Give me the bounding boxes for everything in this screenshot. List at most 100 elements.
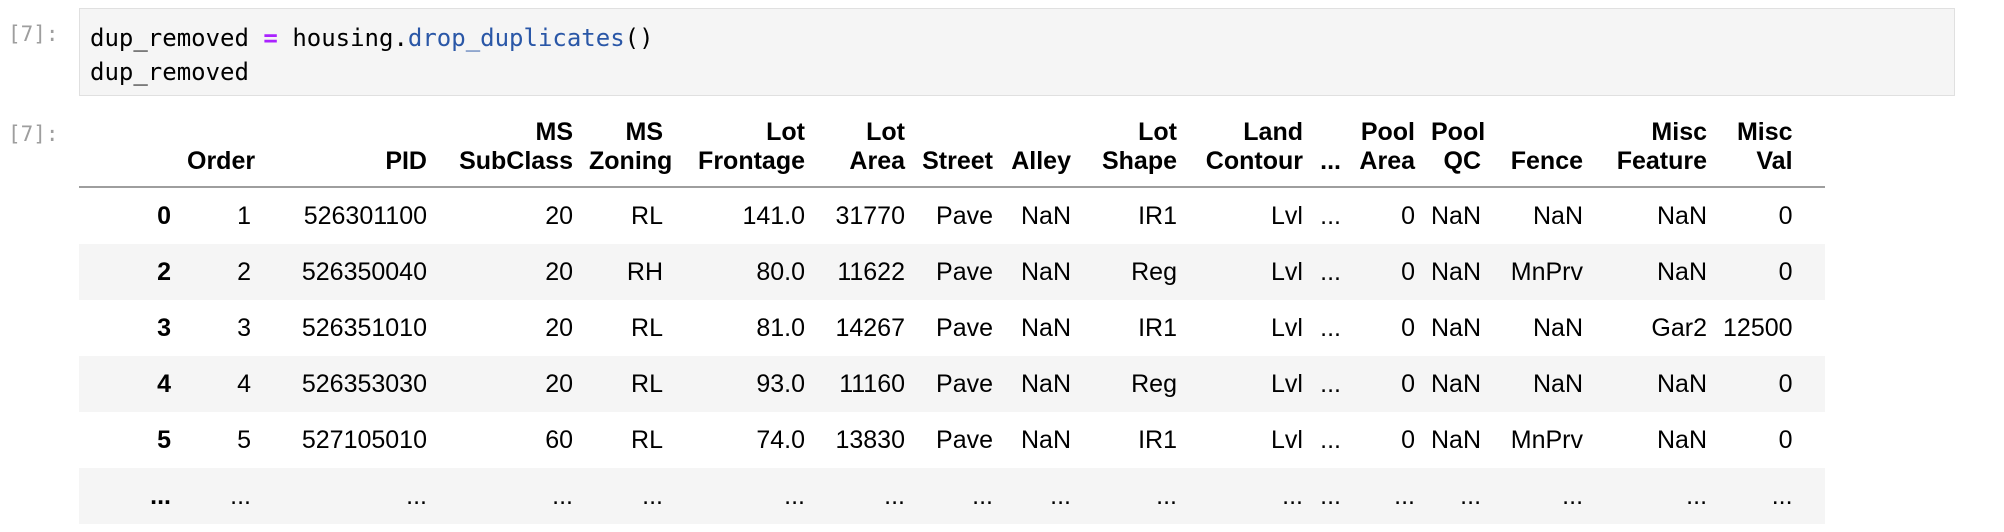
table-cell: 141.0 — [742, 201, 805, 230]
table-cell: NaN — [1423, 244, 1490, 300]
table-cell: 11160 — [813, 356, 913, 412]
table-cell: 1 — [237, 201, 251, 230]
column-header: Misc Val — [1715, 112, 1801, 188]
table-cell: 93.0 — [671, 356, 813, 412]
column-header: Pool QC — [1423, 112, 1490, 188]
column-header-line2: ... — [1320, 147, 1341, 175]
table-cell: ... — [671, 468, 813, 524]
table-cell: 526350040 — [259, 244, 435, 300]
code-editor[interactable]: dup_removed = housing.drop_duplicates() … — [90, 21, 654, 89]
clipped-column-header — [1800, 112, 1825, 188]
column-header-line1 — [1009, 118, 1071, 147]
output-prompt: [7]: — [8, 122, 59, 146]
table-cell: NaN — [1489, 356, 1592, 412]
table-cell: 0 — [1715, 244, 1801, 300]
column-header-line1: Misc — [1736, 118, 1793, 146]
clipped-cell — [1800, 244, 1825, 300]
table-cell: ... — [1320, 201, 1341, 230]
column-header: MS SubClass — [435, 112, 581, 188]
code-cell-input[interactable]: dup_removed = housing.drop_duplicates() … — [79, 8, 1955, 96]
table-cell: Lvl — [1271, 425, 1303, 454]
row-index: 4 — [79, 356, 179, 412]
table-cell: NaN — [1431, 201, 1482, 230]
column-header-line2: Order — [187, 147, 256, 175]
table-cell: RH — [581, 244, 671, 300]
table-cell: 80.0 — [671, 244, 813, 300]
table-cell: 20 — [435, 244, 581, 300]
clipped-cell — [1801, 187, 1825, 244]
column-header: PID — [259, 112, 435, 188]
column-header: MS Zoning — [581, 112, 672, 188]
column-header: Land Contour — [1185, 112, 1311, 188]
column-header-line1: Lot — [866, 118, 905, 146]
column-header-line2: Area — [1359, 147, 1415, 175]
table-cell: NaN — [1657, 201, 1708, 230]
table-cell: Pave — [913, 356, 1001, 412]
table-cell: NaN — [1423, 356, 1490, 412]
table-cell: RL — [631, 313, 663, 342]
table-cell: IR1 — [1138, 201, 1177, 230]
column-header-line2: Val — [1756, 147, 1793, 175]
table-row: 0 1 526301100 20 RL 141.0 31770 Pave NaN IR1 Lvl..… — [79, 187, 1825, 244]
code-variable: dup_removed — [90, 24, 249, 52]
table-cell: ... — [1489, 468, 1592, 524]
column-header-line2: Fence — [1510, 147, 1584, 175]
table-cell: ... — [259, 468, 435, 524]
table-cell: ... — [179, 468, 259, 524]
table-cell: ... — [1423, 468, 1490, 524]
column-header-line1 — [187, 118, 251, 147]
header-row: Order PID MS SubClass MS Zoning Lot Frontage Lo… — [79, 112, 1825, 188]
table-cell: MnPrv — [1489, 244, 1592, 300]
column-header-line1: Lot — [1138, 118, 1177, 146]
column-header: Fence — [1489, 112, 1592, 188]
table-cell: 20 — [545, 201, 573, 230]
column-header-line2: Alley — [1011, 147, 1071, 175]
table-row: 2 2 526350040 20 RH 80.0 11622 Pave NaN Reg Lvl...… — [79, 244, 1825, 300]
table-cell: ... — [1079, 468, 1185, 524]
table-cell: 60 — [545, 425, 573, 454]
column-header-line1 — [1497, 118, 1583, 147]
table-cell: NaN — [1591, 244, 1716, 300]
column-header-line2: Street — [922, 147, 993, 175]
table-cell: Reg — [1079, 356, 1185, 412]
table-cell: ... — [1349, 468, 1423, 524]
row-index: 5 — [157, 425, 171, 454]
table-row: 4 4 526353030 20 RL 93.0 11160 Pave NaN Reg Lvl...… — [79, 356, 1825, 412]
table-cell: 12500 — [1723, 313, 1793, 342]
table-cell: Lvl — [1185, 244, 1311, 300]
table-cell: 3 — [237, 313, 251, 342]
table-cell: 0 — [1778, 425, 1793, 454]
table-cell: 0 — [1401, 425, 1415, 454]
column-header-line1: Pool — [1431, 118, 1486, 146]
column-header — [79, 112, 179, 188]
table-cell: ... — [1311, 244, 1349, 300]
column-header-line1: Lot — [766, 118, 805, 146]
table-cell: 20 — [545, 313, 573, 342]
dataframe-table: Order PID MS SubClass MS Zoning Lot Frontage Lo… — [79, 112, 1825, 524]
clipped-cell — [1800, 356, 1825, 412]
column-header-line1 — [87, 147, 171, 176]
column-header-line1: Pool — [1360, 118, 1415, 146]
table-cell: ... — [1320, 425, 1341, 454]
table-cell: ... — [1001, 468, 1079, 524]
column-header-line2: Shape — [1101, 147, 1177, 175]
table-cell: 81.0 — [756, 313, 805, 342]
table-cell: NaN — [1533, 201, 1584, 230]
column-header-line2: Feature — [1616, 147, 1708, 175]
table-cell: ... — [1320, 313, 1341, 342]
table-cell: 14267 — [835, 313, 905, 342]
clipped-cell — [1800, 468, 1825, 524]
table-cell: 0 — [1715, 356, 1801, 412]
table-cell: 5 — [237, 425, 251, 454]
table-cell: MnPrv — [1510, 425, 1584, 454]
column-header: Pool Area — [1349, 112, 1423, 188]
table-cell: Pave — [913, 244, 1001, 300]
column-header-line2: PID — [385, 147, 427, 175]
code-line-2: dup_removed — [90, 58, 249, 86]
table-cell: ... — [1311, 468, 1349, 524]
row-index: 2 — [79, 244, 179, 300]
column-header-line1: MS — [625, 118, 664, 146]
table-cell: Lvl — [1271, 201, 1303, 230]
table-cell: 0 — [1401, 313, 1415, 342]
column-header: Lot Frontage — [671, 112, 813, 188]
